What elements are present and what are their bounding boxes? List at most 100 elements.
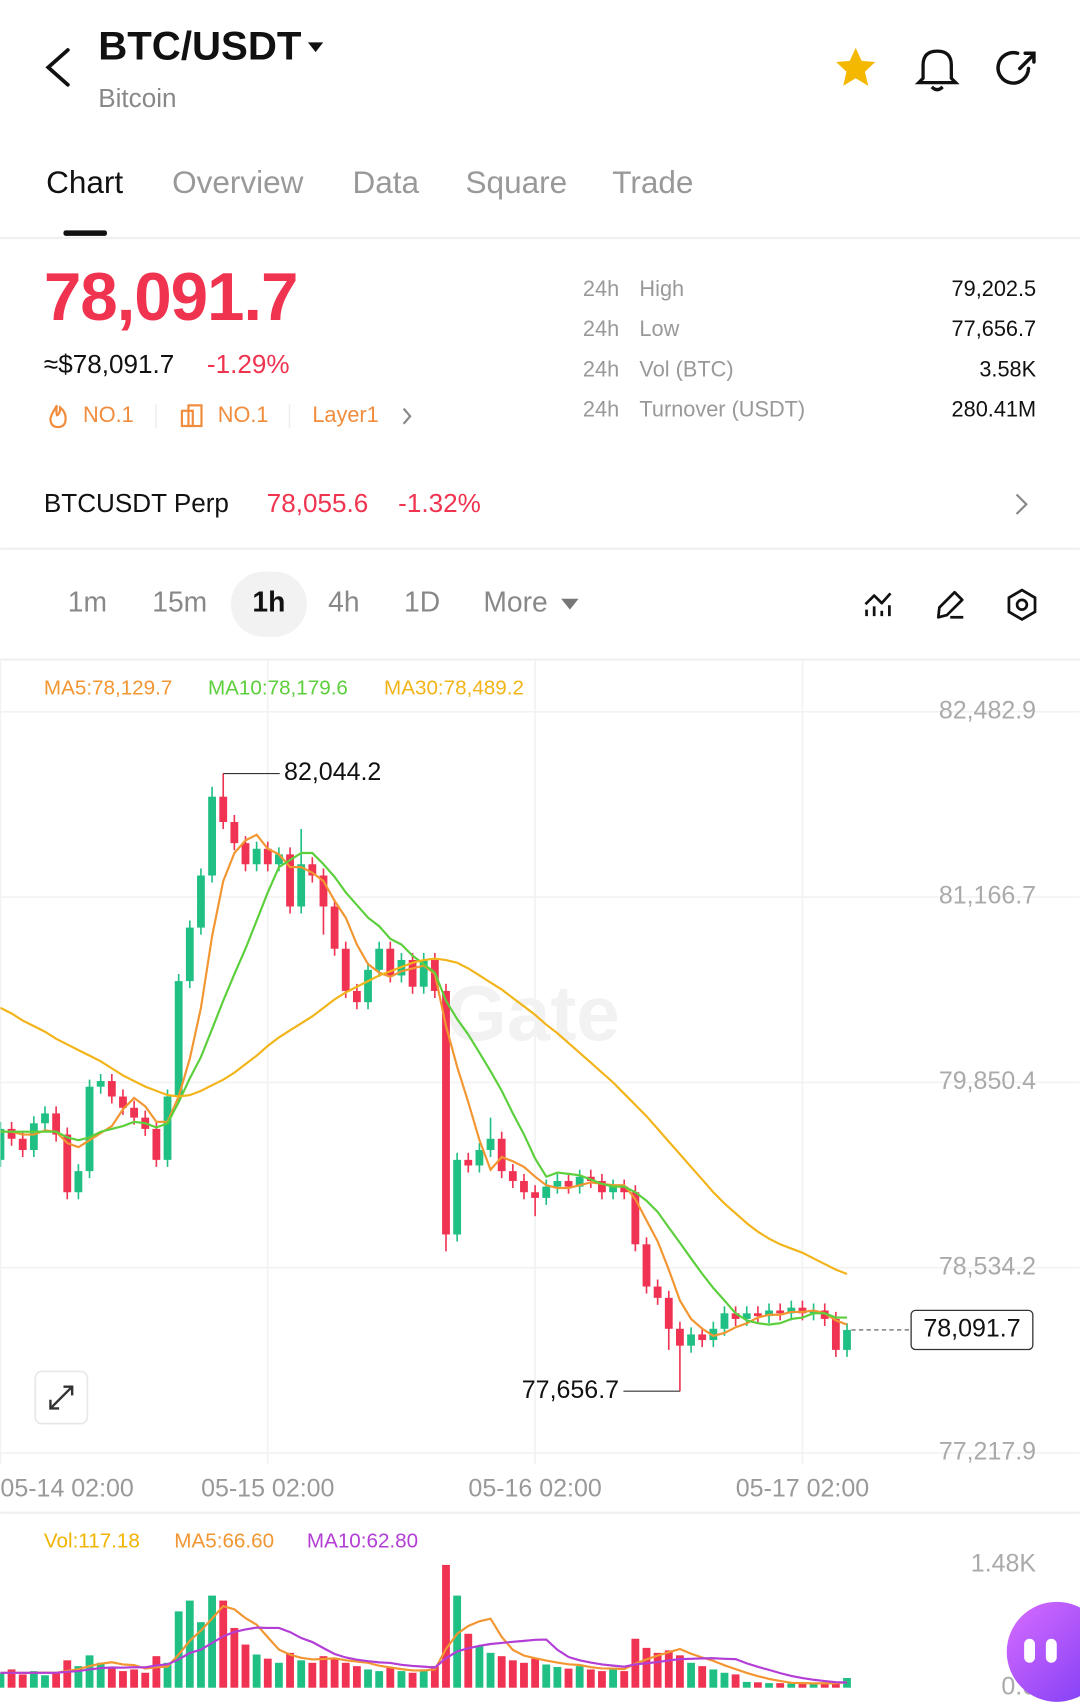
tab[interactable]: Square [466, 164, 568, 200]
candle-body [653, 1286, 662, 1298]
cap-rank[interactable]: NO.1 [218, 402, 269, 427]
volume-bar [520, 1662, 528, 1688]
interval-highlight [230, 571, 307, 637]
volume-bar [319, 1656, 328, 1688]
volume-bar [564, 1668, 573, 1688]
alert-bell[interactable] [914, 49, 960, 92]
stat-period: 24h [583, 276, 619, 301]
candle-body [96, 1081, 105, 1087]
candle-body [230, 822, 239, 844]
candle-body [185, 927, 194, 982]
volume-bar [475, 1646, 484, 1688]
candle-body [119, 1096, 127, 1108]
volume-bar [241, 1644, 250, 1688]
sector-tag[interactable]: Layer1 [312, 402, 378, 427]
candle-body [642, 1244, 651, 1287]
candle-body [609, 1186, 617, 1193]
volume-bar [96, 1662, 105, 1688]
candle-body [18, 1138, 27, 1151]
candle-body [197, 875, 205, 928]
volume-bar [831, 1683, 840, 1688]
chevron[interactable] [1015, 493, 1028, 515]
tab[interactable]: Chart [46, 164, 123, 200]
pair-title[interactable]: BTC/USDT [98, 24, 302, 69]
interval[interactable]: 1h [252, 586, 285, 618]
tab[interactable]: Trade [612, 164, 693, 200]
share-button[interactable] [996, 50, 1036, 85]
volume-bar [230, 1627, 239, 1688]
stat-period: 24h [583, 356, 619, 381]
x-tick-label: 05-14 02:00 [0, 1475, 133, 1503]
assistant-button[interactable] [1006, 1601, 1080, 1702]
volume-bar [698, 1666, 707, 1688]
candle-body [330, 906, 339, 949]
vol-ma-line [0, 1626, 848, 1684]
volume-bar [709, 1669, 718, 1688]
more-dropdown[interactable] [561, 598, 579, 610]
ma-line [0, 957, 848, 1275]
vol-legend: Vol:117.18 [44, 1530, 140, 1553]
favorite-star[interactable] [836, 47, 876, 86]
fullscreen-icon [49, 1385, 74, 1410]
candle-body [475, 1150, 484, 1166]
candle-body [52, 1113, 61, 1135]
assistant-eye [1024, 1638, 1036, 1663]
hot-rank[interactable]: NO.1 [83, 402, 134, 427]
stat-label: High [639, 276, 684, 301]
candle-body [464, 1159, 473, 1166]
interval[interactable]: 1D [404, 586, 440, 618]
tab[interactable]: Overview [172, 164, 304, 200]
usd-price: ≈$78,091.7 [44, 349, 174, 379]
volume-bar [18, 1674, 27, 1688]
back-button[interactable] [45, 48, 70, 87]
last-price-box [910, 1309, 1034, 1351]
x-tick-label: 05-17 02:00 [736, 1475, 869, 1503]
stat-value: 3.58K [979, 356, 1036, 381]
candle-body [341, 948, 350, 991]
interval[interactable]: More [483, 586, 547, 618]
volume-bar [63, 1660, 72, 1688]
volume-bar [419, 1669, 428, 1688]
volume-bar [208, 1595, 216, 1688]
assistant-eye [1045, 1638, 1057, 1663]
volume-bar [676, 1655, 684, 1688]
volume-bar [252, 1654, 261, 1688]
interval[interactable]: 4h [328, 586, 359, 618]
stat-period: 24h [583, 316, 619, 341]
volume-bar [141, 1672, 150, 1688]
candle-body [29, 1123, 38, 1151]
vol-ma-legend: MA5:66.60 [174, 1530, 274, 1553]
stat-value: 280.41M [952, 397, 1037, 422]
indicator-button[interactable] [864, 592, 892, 617]
volume-bar [731, 1674, 740, 1688]
ma-line [0, 851, 848, 1326]
pair-dropdown[interactable] [307, 42, 324, 53]
volume-bar [197, 1622, 205, 1688]
volume-bar [119, 1671, 127, 1688]
candle-body [263, 848, 272, 865]
candle-body [7, 1128, 16, 1139]
x-tick-label: 05-16 02:00 [468, 1475, 601, 1503]
interval[interactable]: 15m [152, 586, 207, 618]
stat-label: Low [639, 316, 679, 341]
volume-bar [820, 1682, 829, 1688]
volume-bar [442, 1564, 450, 1688]
candle-body [107, 1081, 116, 1097]
volume-bar [274, 1662, 283, 1688]
candle-body [508, 1171, 517, 1181]
draw-button[interactable] [936, 590, 964, 619]
pair-subtitle: Bitcoin [98, 83, 176, 113]
volume-bar [453, 1595, 462, 1688]
candle-body [687, 1334, 695, 1346]
volume-bar [330, 1659, 339, 1688]
tab[interactable]: Data [353, 164, 420, 200]
candle-body [442, 990, 450, 1235]
settings-button[interactable] [1007, 588, 1037, 622]
ma-line [0, 833, 848, 1337]
interval[interactable]: 1m [68, 586, 107, 618]
candle-body [520, 1180, 528, 1193]
perp-name[interactable]: BTCUSDT Perp [44, 488, 229, 518]
volume-bar [185, 1600, 194, 1688]
low-label: 77,656.7 [522, 1376, 619, 1404]
